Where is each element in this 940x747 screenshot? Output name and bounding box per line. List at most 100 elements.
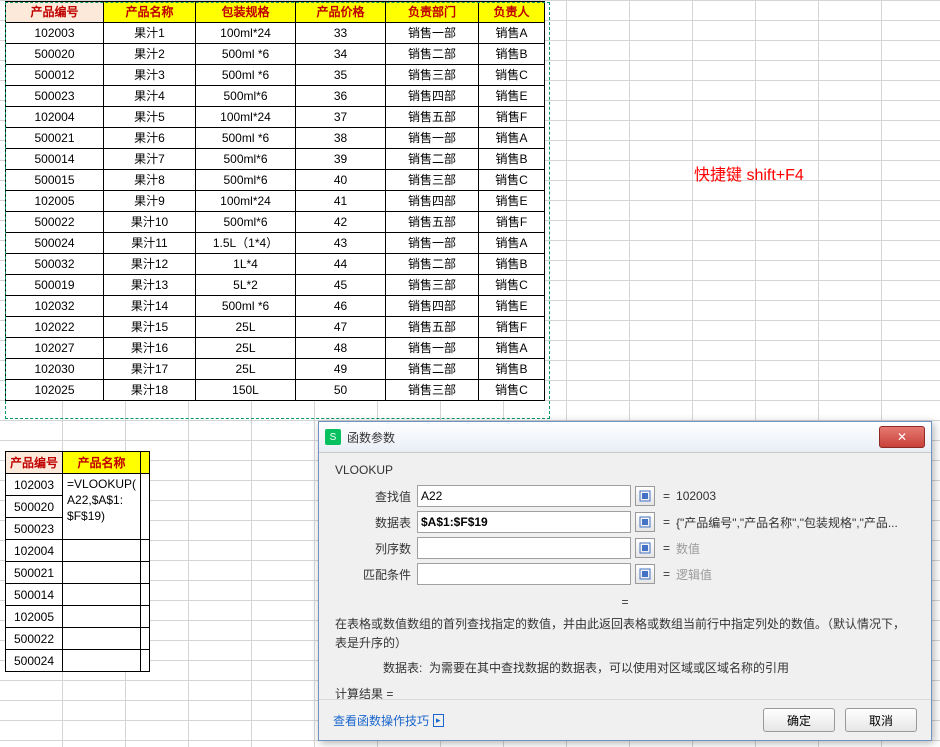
table-cell[interactable]: 销售C [479, 170, 545, 191]
table-cell[interactable]: 102003 [6, 474, 63, 496]
column-header[interactable]: 产品名称 [104, 2, 196, 23]
table-cell[interactable]: 500022 [6, 212, 104, 233]
table-cell[interactable]: 销售四部 [386, 86, 479, 107]
table-cell[interactable]: 销售一部 [386, 338, 479, 359]
table-row[interactable]: 102004 [6, 540, 150, 562]
table-cell[interactable]: 销售三部 [386, 275, 479, 296]
table-cell[interactable]: 500014 [6, 149, 104, 170]
table-cell[interactable]: 销售二部 [386, 254, 479, 275]
table-row[interactable]: 102005 [6, 606, 150, 628]
table-cell[interactable]: 46 [296, 296, 386, 317]
table-cell[interactable]: 销售四部 [386, 296, 479, 317]
table-cell[interactable]: 500015 [6, 170, 104, 191]
table-cell[interactable]: 25L [196, 338, 296, 359]
table-cell[interactable]: 150L [196, 380, 296, 401]
table-cell[interactable]: 果汁4 [104, 86, 196, 107]
table-cell[interactable]: 销售三部 [386, 380, 479, 401]
table-cell[interactable]: 45 [296, 275, 386, 296]
table-cell[interactable]: 销售C [479, 65, 545, 86]
table-cell[interactable]: 果汁17 [104, 359, 196, 380]
column-header[interactable]: 产品编号 [6, 452, 63, 474]
table-row[interactable]: 500021 [6, 562, 150, 584]
table-cell[interactable]: 47 [296, 317, 386, 338]
table-cell[interactable]: 销售三部 [386, 65, 479, 86]
table-cell[interactable]: 35 [296, 65, 386, 86]
table-cell[interactable]: 39 [296, 149, 386, 170]
table-cell[interactable]: 500ml *6 [196, 65, 296, 86]
table-cell[interactable] [141, 606, 150, 628]
table-cell[interactable]: 500ml *6 [196, 128, 296, 149]
table-cell[interactable]: 果汁13 [104, 275, 196, 296]
table-cell[interactable] [141, 650, 150, 672]
table-cell[interactable] [141, 584, 150, 606]
table-cell[interactable]: 36 [296, 86, 386, 107]
range-picker-button[interactable] [635, 512, 655, 532]
table-row[interactable]: 500023果汁4500ml*636销售四部销售E [6, 86, 545, 107]
table-row[interactable]: 102027果汁1625L48销售一部销售A [6, 338, 545, 359]
table-cell[interactable]: 500024 [6, 233, 104, 254]
table-cell[interactable] [63, 650, 141, 672]
table-cell[interactable]: 销售五部 [386, 212, 479, 233]
table-cell[interactable] [63, 606, 141, 628]
table-cell[interactable]: 销售A [479, 233, 545, 254]
table-cell[interactable]: 37 [296, 107, 386, 128]
column-header[interactable]: 产品名称 [63, 452, 141, 474]
range-picker-button[interactable] [635, 486, 655, 506]
table-cell[interactable]: 102022 [6, 317, 104, 338]
table-cell[interactable]: 销售A [479, 338, 545, 359]
table-cell[interactable]: 100ml*24 [196, 191, 296, 212]
table-row[interactable]: 102004果汁5100ml*2437销售五部销售F [6, 107, 545, 128]
table-cell[interactable]: 销售C [479, 380, 545, 401]
table-row[interactable]: 102032果汁14500ml *646销售四部销售E [6, 296, 545, 317]
table-cell[interactable]: 500023 [6, 86, 104, 107]
table-row[interactable]: 500024 [6, 650, 150, 672]
table-row[interactable]: 500019果汁135L*245销售三部销售C [6, 275, 545, 296]
table-row[interactable]: 500024果汁111.5L（1*4）43销售一部销售A [6, 233, 545, 254]
table-row[interactable]: 102022果汁1525L47销售五部销售F [6, 317, 545, 338]
formula-cell[interactable]: =VLOOKUP(A22,$A$1:$F$19) [63, 474, 141, 540]
table-cell[interactable]: 50 [296, 380, 386, 401]
help-link[interactable]: 查看函数操作技巧▸ [333, 712, 444, 729]
table-cell[interactable]: 销售一部 [386, 128, 479, 149]
table-cell[interactable]: 果汁5 [104, 107, 196, 128]
table-cell[interactable]: 500021 [6, 562, 63, 584]
table-cell[interactable]: 1.5L（1*4） [196, 233, 296, 254]
table-cell[interactable]: 44 [296, 254, 386, 275]
table-cell[interactable]: 100ml*24 [196, 107, 296, 128]
table-cell[interactable]: 销售B [479, 254, 545, 275]
table-cell[interactable]: 果汁15 [104, 317, 196, 338]
column-header[interactable]: 负责部门 [386, 2, 479, 23]
table-cell[interactable]: 果汁18 [104, 380, 196, 401]
table-row[interactable]: 102003=VLOOKUP(A22,$A$1:$F$19) [6, 474, 150, 496]
dialog-titlebar[interactable]: S 函数参数 ✕ [319, 422, 931, 453]
table-cell[interactable]: 销售F [479, 107, 545, 128]
table-cell[interactable]: 销售E [479, 296, 545, 317]
table-row[interactable]: 500021果汁6500ml *638销售一部销售A [6, 128, 545, 149]
table-cell[interactable]: 102032 [6, 296, 104, 317]
table-cell[interactable]: 销售四部 [386, 191, 479, 212]
table-cell[interactable]: 销售A [479, 23, 545, 44]
table-cell[interactable]: 500023 [6, 518, 63, 540]
table-cell[interactable]: 果汁9 [104, 191, 196, 212]
table-cell[interactable]: 果汁1 [104, 23, 196, 44]
table-cell[interactable]: 102005 [6, 606, 63, 628]
table-cell[interactable]: 42 [296, 212, 386, 233]
table-cell[interactable]: 果汁11 [104, 233, 196, 254]
table-cell[interactable]: 果汁8 [104, 170, 196, 191]
table-cell[interactable]: 102027 [6, 338, 104, 359]
table-cell[interactable]: 销售C [479, 275, 545, 296]
table-cell[interactable]: 102025 [6, 380, 104, 401]
param-input[interactable] [417, 485, 631, 507]
table-row[interactable]: 500032果汁121L*444销售二部销售B [6, 254, 545, 275]
table-cell[interactable]: 销售五部 [386, 317, 479, 338]
table-cell[interactable]: 41 [296, 191, 386, 212]
table-row[interactable]: 500020果汁2500ml *634销售二部销售B [6, 44, 545, 65]
table-cell[interactable]: 500024 [6, 650, 63, 672]
table-cell[interactable]: 销售F [479, 212, 545, 233]
table-row[interactable]: 500015果汁8500ml*640销售三部销售C [6, 170, 545, 191]
table-cell[interactable]: 500019 [6, 275, 104, 296]
cancel-button[interactable]: 取消 [845, 708, 917, 732]
table-cell[interactable]: 500ml*6 [196, 86, 296, 107]
table-cell[interactable]: 5L*2 [196, 275, 296, 296]
table-cell[interactable]: 销售E [479, 86, 545, 107]
